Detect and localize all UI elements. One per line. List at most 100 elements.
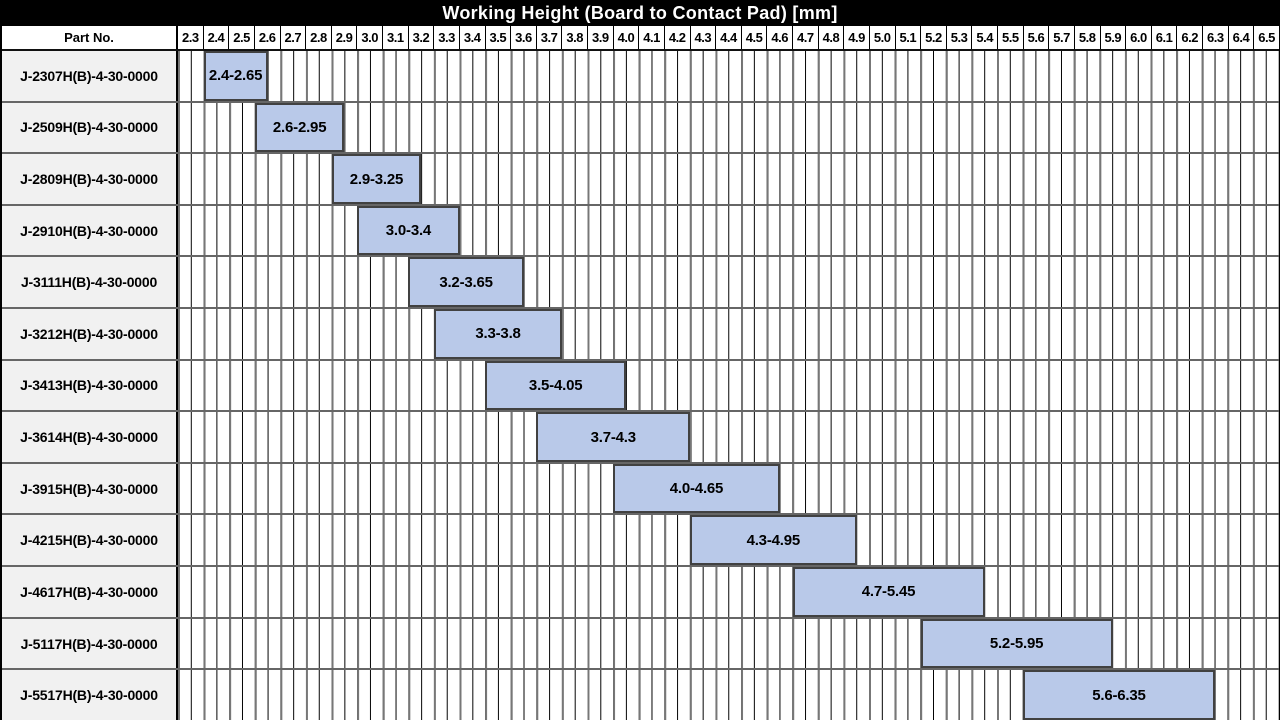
row-grid: 4.0-4.65 [178,463,1279,514]
range-bar: 3.7-4.3 [536,412,691,462]
range-label: 5.2-5.95 [989,635,1044,652]
range-label: 2.9-3.25 [349,170,404,188]
range-label: 4.3-4.95 [746,531,801,549]
part-number: J-3212H(B)-4-30-0000 [2,309,178,359]
part-number: J-2910H(B)-4-30-0000 [2,205,178,256]
axis-tick-label: 4.0 [614,26,640,49]
range-bar: 3.2-3.65 [408,257,524,308]
axis-tick-label: 4.9 [844,26,870,49]
axis-tick-label: 5.5 [998,26,1024,49]
range-bar: 2.9-3.25 [331,154,422,204]
table-row: J-4215H(B)-4-30-0000 4.3-4.95 [2,515,1279,568]
row-grid: 3.3-3.8 [178,309,1279,359]
range-bar: 4.7-5.45 [792,567,985,617]
part-no-header: Part No. [2,26,178,49]
row-grid: 3.0-3.4 [178,205,1279,256]
axis-tick-label: 5.4 [972,26,998,49]
part-number: J-5517H(B)-4-30-0000 [2,670,178,720]
part-number: J-2509H(B)-4-30-0000 [2,102,178,153]
axis-tick-label: 6.1 [1152,26,1178,49]
row-grid: 2.9-3.25 [178,154,1279,204]
axis-tick-label: 2.8 [306,26,332,49]
table-row: J-3413H(B)-4-30-0000 3.5-4.05 [2,360,1279,413]
range-bar: 4.0-4.65 [613,463,780,514]
axis-tick-label: 3.6 [511,26,537,49]
range-bar: 2.6-2.95 [254,102,345,153]
range-label: 4.0-4.65 [669,480,724,498]
range-label: 3.3-3.8 [475,325,521,343]
range-bar: 5.2-5.95 [920,618,1113,669]
chart-title: Working Height (Board to Contact Pad) [m… [0,0,1280,26]
part-number: J-4215H(B)-4-30-0000 [2,515,178,566]
row-grid: 2.6-2.95 [178,102,1279,153]
range-bar: 5.6-6.35 [1022,670,1215,720]
range-label: 5.6-6.35 [1092,686,1146,704]
part-number: J-5117H(B)-4-30-0000 [2,618,178,669]
part-number: J-3413H(B)-4-30-0000 [2,360,178,411]
table-row: J-5517H(B)-4-30-0000 5.6-6.35 [2,670,1279,720]
axis-tick-label: 2.9 [332,26,358,49]
axis-tick-label: 4.5 [742,26,768,49]
axis-ticks: 2.3 2.4 2.5 2.6 2.7 2.8 2.9 3.0 3.1 3.2 3.3 3.4 3.5 3… [178,26,1279,49]
range-label: 3.0-3.4 [385,222,432,240]
axis-tick-label: 4.4 [716,26,742,49]
range-bar: 3.5-4.05 [485,360,627,411]
axis-tick-label: 2.6 [255,26,281,49]
table-row: J-3614H(B)-4-30-0000 3.7-4.3 [2,412,1279,464]
table-row: J-2809H(B)-4-30-0000 2.9-3.25 [2,154,1279,206]
table-row: J-4617H(B)-4-30-0000 4.7-5.45 [2,567,1279,619]
range-bar: 2.4-2.65 [203,51,268,101]
axis-tick-label: 3.5 [486,26,512,49]
part-number: J-2307H(B)-4-30-0000 [2,51,178,101]
row-grid: 3.5-4.05 [178,360,1279,411]
axis-tick-label: 5.6 [1024,26,1050,49]
range-bar: 3.0-3.4 [357,205,460,256]
range-label: 3.5-4.05 [528,376,583,394]
row-grid: 5.6-6.35 [178,670,1279,720]
part-number: J-3111H(B)-4-30-0000 [2,257,178,308]
axis-tick-label: 6.0 [1126,26,1152,49]
part-number: J-3614H(B)-4-30-0000 [2,412,178,462]
axis-tick-label: 2.7 [281,26,307,49]
table-body: J-2307H(B)-4-30-0000 2.4-2.65 J-2509H(B)-4… [2,51,1279,720]
row-grid: 4.7-5.45 [178,567,1279,617]
axis-tick-label: 6.5 [1258,30,1275,45]
table-row: J-2910H(B)-4-30-0000 3.0-3.4 [2,205,1279,258]
row-grid: 5.2-5.95 [178,618,1279,669]
range-label: 2.6-2.95 [272,118,327,136]
axis-tick-label: 3.4 [460,26,486,49]
axis-tick-label: 3.1 [383,26,409,49]
range-bar: 3.3-3.8 [434,309,563,359]
range-bar: 4.3-4.95 [690,515,857,566]
row-grid: 3.2-3.65 [178,257,1279,308]
axis-tick-label: 3.8 [562,26,588,49]
axis-tick-label: 5.0 [870,26,896,49]
axis-tick-label: 4.1 [639,26,665,49]
axis-tick-label: 6.4 [1229,26,1255,49]
axis-tick-label: 5.8 [1075,26,1101,49]
range-label: 3.2-3.65 [439,273,493,291]
row-grid: 4.3-4.95 [178,515,1279,566]
table-row: J-2307H(B)-4-30-0000 2.4-2.65 [2,51,1279,103]
axis-tick-label: 4.3 [691,26,717,49]
table-row: J-3915H(B)-4-30-0000 4.0-4.65 [2,463,1279,516]
table-row: J-3111H(B)-4-30-0000 3.2-3.65 [2,257,1279,310]
axis-tick-label: 2.4 [204,26,230,49]
axis-tick-label: 3.9 [588,26,614,49]
axis-tick-label: 5.3 [947,26,973,49]
table-row: J-5117H(B)-4-30-0000 5.2-5.95 [2,618,1279,671]
axis-tick-label: 5.1 [896,26,922,49]
row-grid: 3.7-4.3 [178,412,1279,462]
axis-tick-label: 6.2 [1177,26,1203,49]
axis-tick-label: 4.6 [767,26,793,49]
axis-tick-label: 4.2 [665,26,691,49]
range-label: 3.7-4.3 [590,428,637,446]
axis-tick-label: 5.9 [1101,26,1127,49]
range-table: Part No. 2.3 2.4 2.5 2.6 2.7 2.8 2.9 3.0 3.1 3.2 3… [0,26,1280,720]
part-number: J-4617H(B)-4-30-0000 [2,567,178,617]
axis-tick-label: 5.7 [1049,26,1075,49]
part-number: J-3915H(B)-4-30-0000 [2,463,178,514]
axis-tick-label: 3.2 [409,26,435,49]
row-grid: 2.4-2.65 [178,51,1279,101]
